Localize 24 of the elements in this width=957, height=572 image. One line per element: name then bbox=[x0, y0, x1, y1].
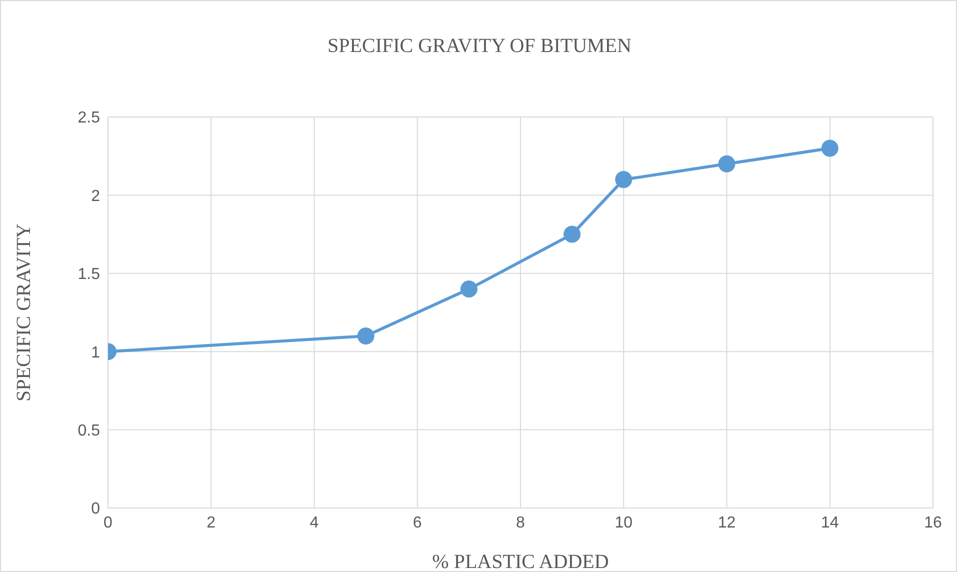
x-tick-label: 4 bbox=[310, 514, 319, 532]
y-tick-label: 2.5 bbox=[78, 110, 100, 127]
x-tick-label: 6 bbox=[412, 514, 422, 532]
y-tick-label: 0.5 bbox=[78, 422, 100, 440]
x-tick-label: 12 bbox=[718, 514, 736, 532]
point bbox=[460, 280, 478, 298]
chart-title: SPECIFIC GRAVITY OF BITUMEN bbox=[326, 35, 632, 58]
x-tick-label: 10 bbox=[614, 514, 633, 532]
y-tick-label: 0 bbox=[91, 500, 100, 518]
x-tick-label: 2 bbox=[206, 514, 216, 532]
x-tick-label: 8 bbox=[516, 514, 526, 532]
x-tick-label: 14 bbox=[820, 514, 839, 532]
x-axis-title: % PLASTIC ADDED bbox=[432, 551, 609, 572]
y-axis-title: SPECIFIC GRAVITY bbox=[13, 224, 36, 402]
y-tick-label: 2 bbox=[91, 188, 100, 205]
point bbox=[615, 171, 632, 188]
point bbox=[564, 226, 581, 243]
y-tick-label: 1.5 bbox=[78, 266, 100, 284]
x-tick-label: 16 bbox=[924, 514, 942, 532]
point bbox=[718, 155, 736, 172]
point bbox=[821, 140, 838, 157]
x-tick-label: 0 bbox=[104, 514, 113, 532]
point bbox=[357, 327, 374, 344]
y-tick-label: 1 bbox=[91, 344, 100, 362]
